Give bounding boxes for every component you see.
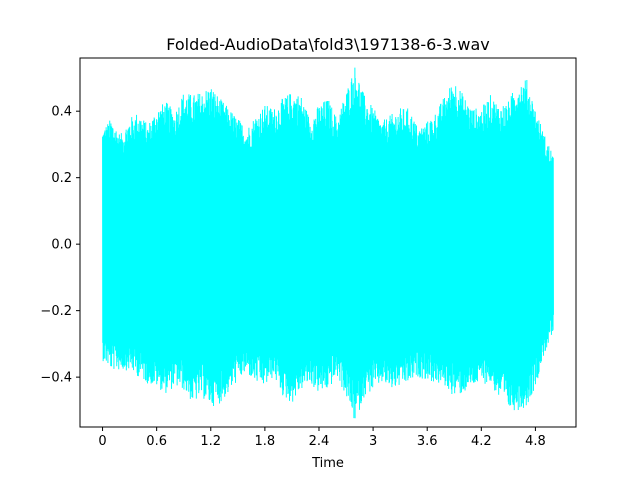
plot-layer: [102, 67, 554, 419]
x-tick-label: 4.2: [471, 434, 492, 449]
x-tick-label: 1.8: [255, 434, 276, 449]
waveform-series-line: [102, 67, 554, 419]
x-tick-label: 3.6: [417, 434, 438, 449]
y-tick-label: 0.2: [51, 171, 72, 186]
x-tick-label: 0.6: [146, 434, 167, 449]
x-tick-label: 0: [98, 434, 106, 449]
x-tick-label: 1.2: [200, 434, 221, 449]
x-axis: 0 0.6 1.2 1.8 2.4 3 3.6 4.2 4.8: [98, 427, 546, 449]
y-tick-label: −0.4: [40, 371, 72, 386]
x-tick-label: 4.8: [525, 434, 546, 449]
plot-frame: [79, 57, 577, 428]
x-axis-label: Time: [311, 456, 344, 471]
chart-title: Folded-AudioData\fold3\197138-6-3.wav: [166, 35, 490, 54]
y-tick-label: 0.0: [51, 238, 72, 253]
x-tick-label: 2.4: [309, 434, 330, 449]
y-axis: −0.4 −0.2 0.0 0.2 0.4: [40, 105, 80, 386]
x-tick-label: 3: [369, 434, 377, 449]
y-tick-label: 0.4: [51, 105, 72, 120]
y-tick-label: −0.2: [40, 304, 72, 319]
